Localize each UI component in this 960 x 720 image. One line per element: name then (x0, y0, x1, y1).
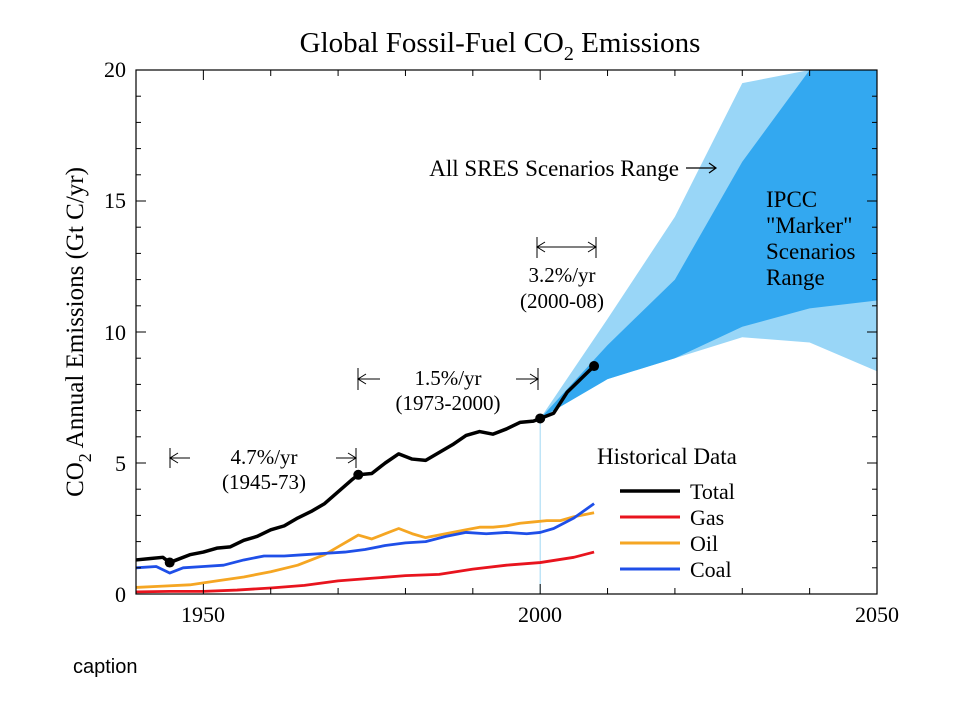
series-line-oil (135, 511, 595, 589)
x-tick-label-2050: 2050 (855, 602, 899, 627)
growth-marker-2000 (535, 413, 546, 424)
ipcc-label-line1: IPCC (766, 187, 817, 212)
y-tick-label-20: 20 (104, 57, 126, 82)
y-tick-labels: 0 5 10 15 20 (104, 57, 126, 607)
series-line-coal (135, 502, 595, 575)
period-label-1945-73: (1945-73) (222, 470, 306, 494)
x-tick-label-1950: 1950 (181, 602, 225, 627)
growth-marker-1945 (164, 557, 175, 568)
period-label-2000-08: (2000-08) (520, 289, 604, 313)
axes (135, 69, 878, 595)
y-tick-label-10: 10 (104, 320, 126, 345)
annotation-1973-2000: 1.5%/yr (1973-2000) (357, 366, 539, 415)
scenario-range-fills (539, 70, 877, 594)
x-tick-labels: 1950 2000 2050 (181, 602, 899, 627)
caption: caption (73, 656, 138, 678)
series-line-gas (135, 550, 595, 594)
rate-label-2000-08: 3.2%/yr (528, 263, 595, 287)
legend-label-total: Total (690, 479, 735, 504)
x-tick-label-2000: 2000 (518, 602, 562, 627)
y-tick-label-15: 15 (104, 188, 126, 213)
y-tick-label-5: 5 (115, 451, 126, 476)
sres-range-label: All SRES Scenarios Range (429, 156, 679, 181)
ipcc-label-line2: "Marker" (766, 213, 852, 238)
growth-marker-1973 (353, 469, 364, 480)
rate-label-1973-2000: 1.5%/yr (414, 366, 481, 390)
y-axis-label: CO2 Annual Emissions (Gt C/yr) (62, 167, 95, 497)
rate-label-1945-73: 4.7%/yr (230, 445, 297, 469)
legend-label-gas: Gas (690, 505, 724, 530)
ipcc-marker-label: IPCC "Marker" Scenarios Range (766, 187, 855, 290)
growth-period-markers (164, 361, 600, 568)
chart-title: Global Fossil-Fuel CO2 Emissions (300, 27, 701, 65)
ipcc-marker-range-area (540, 70, 877, 419)
legend-label-coal: Coal (690, 557, 732, 582)
ipcc-label-line4: Range (766, 265, 825, 290)
y-tick-label-0: 0 (115, 582, 126, 607)
period-label-1973-2000: (1973-2000) (396, 391, 501, 415)
legend-title: Historical Data (597, 444, 737, 469)
ipcc-label-line3: Scenarios (766, 239, 855, 264)
growth-marker-2008 (589, 361, 600, 372)
annotation-1945-73: 4.7%/yr (1945-73) (169, 445, 357, 494)
legend: Historical Data Total Gas Oil Coal (597, 444, 737, 582)
annotation-2000-08: 3.2%/yr (2000-08) (520, 237, 604, 313)
legend-label-oil: Oil (690, 531, 718, 556)
sres-annotation: All SRES Scenarios Range (429, 156, 718, 181)
series-lines (135, 364, 596, 594)
